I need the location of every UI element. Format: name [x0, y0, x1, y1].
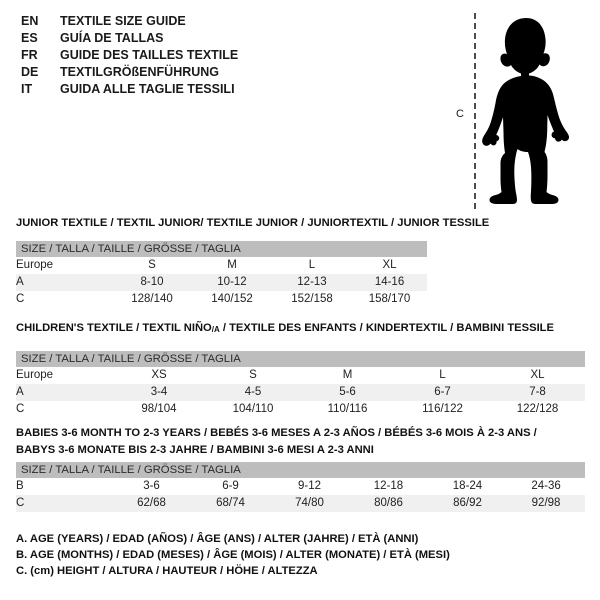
- height-measure-figure: C: [450, 8, 595, 213]
- toddler-silhouette-icon: [482, 18, 570, 204]
- legend-line-a: A. AGE (YEARS) / EDAD (AÑOS) / ÂGE (ANS)…: [16, 533, 419, 545]
- cell-value: 3-4: [112, 384, 206, 401]
- section-title-junior: JUNIOR TEXTILE / TEXTIL JUNIOR/ TEXTILE …: [16, 217, 490, 229]
- cell-value: 5-6: [300, 384, 395, 401]
- cell-value: XS: [151, 369, 167, 381]
- table-row: Europe XS S M L XL: [16, 367, 585, 384]
- cell-value: 12-18: [373, 480, 404, 492]
- cell-value: 80/86: [349, 495, 428, 512]
- language-code-fr: FR: [21, 47, 38, 62]
- language-code-es: ES: [21, 30, 38, 45]
- row-label: Europe: [16, 369, 54, 381]
- cell-value: 128/140: [131, 293, 173, 305]
- junior-size-table: SIZE / TALLA / TAILLE / GRÖSSE / TAGLIA …: [16, 241, 428, 308]
- cell-value: 8-10: [112, 274, 192, 291]
- cell-value: 98/104: [141, 403, 177, 415]
- table-row: B 3-6 6-9 9-12 12-18 18-24 24-36: [16, 478, 585, 495]
- cell-value: 86/92: [428, 495, 507, 512]
- cell-value: 6-7: [395, 384, 490, 401]
- table-row: A 8-10 10-12 12-13 14-16: [16, 274, 428, 291]
- cell-value: 24-36: [531, 480, 561, 492]
- language-code-it: IT: [21, 81, 33, 96]
- cell-value: 18-24: [452, 480, 483, 492]
- junior-head-label: SIZE / TALLA / TAILLE / GRÖSSE / TAGLIA: [16, 241, 428, 257]
- language-row-it: IT GUIDA ALLE TAGLIE TESSILI: [21, 80, 421, 97]
- row-label: C: [16, 403, 25, 415]
- table-row: A 3-4 4-5 5-6 6-7 7-8: [16, 384, 586, 401]
- legend-block: A. AGE (YEARS) / EDAD (AÑOS) / ÂGE (ANS)…: [16, 531, 450, 579]
- cell-value: 9-12: [297, 480, 322, 492]
- row-label: C: [16, 495, 112, 512]
- language-title-de: TEXTILGRÖßENFÜHRUNG: [60, 64, 220, 79]
- table-row: Europe S M L XL: [16, 257, 427, 274]
- language-title-fr: GUIDE DES TAILLES TEXTILE: [60, 47, 239, 62]
- language-row-fr: FR GUIDE DES TAILLES TEXTILE: [21, 46, 421, 63]
- cell-value: 68/74: [191, 495, 270, 512]
- table-head-row: SIZE / TALLA / TAILLE / GRÖSSE / TAGLIA: [16, 462, 586, 478]
- cell-value: 152/158: [291, 293, 333, 305]
- children-title-sub: /A: [211, 325, 220, 334]
- cell-value: M: [342, 369, 353, 381]
- babies-size-table: SIZE / TALLA / TAILLE / GRÖSSE / TAGLIA …: [16, 462, 586, 512]
- row-label: A: [16, 274, 112, 291]
- language-row-de: DE TEXTILGRÖßENFÜHRUNG: [21, 63, 421, 80]
- table-row: C 128/140 140/152 152/158 158/170: [16, 291, 427, 308]
- row-label: C: [16, 293, 25, 305]
- cell-value: 62/68: [112, 495, 191, 512]
- cell-value: 10-12: [192, 274, 272, 291]
- language-row-en: EN TEXTILE SIZE GUIDE: [21, 12, 421, 29]
- children-size-table: SIZE / TALLA / TAILLE / GRÖSSE / TAGLIA …: [16, 351, 586, 418]
- table-head-row: SIZE / TALLA / TAILLE / GRÖSSE / TAGLIA: [16, 351, 586, 367]
- language-title-it: GUIDA ALLE TAGLIE TESSILI: [60, 81, 235, 96]
- section-title-babies-line2: BABYS 3-6 MONATE BIS 2-3 JAHRE / BAMBINI…: [16, 444, 374, 456]
- cell-value: L: [308, 259, 316, 271]
- row-label: B: [16, 480, 24, 492]
- language-title-es: GUÍA DE TALLAS: [60, 30, 164, 45]
- cell-value: M: [227, 259, 237, 271]
- legend-line-b: B. AGE (MONTHS) / EDAD (MESES) / ÂGE (MO…: [16, 549, 450, 561]
- cell-value: 3-6: [143, 480, 160, 492]
- cell-value: 6-9: [222, 480, 239, 492]
- cell-value: 158/170: [368, 293, 411, 305]
- cell-value: 104/110: [232, 403, 274, 415]
- language-title-en: TEXTILE SIZE GUIDE: [60, 13, 186, 28]
- cell-value: XL: [382, 259, 397, 271]
- row-label: A: [16, 384, 112, 401]
- cell-value: 7-8: [490, 384, 586, 401]
- cell-value: S: [249, 369, 257, 381]
- cell-value: 140/152: [211, 293, 253, 305]
- cell-value: 122/128: [516, 403, 559, 415]
- cell-value: 110/116: [327, 403, 368, 415]
- language-row-es: ES GUÍA DE TALLAS: [21, 29, 421, 46]
- cell-value: L: [439, 369, 446, 381]
- language-header: EN TEXTILE SIZE GUIDE ES GUÍA DE TALLAS …: [21, 12, 421, 97]
- children-title-pre: CHILDREN'S TEXTILE / TEXTIL NIÑO: [16, 322, 212, 334]
- table-row: C 98/104 104/110 110/116 116/122 122/128: [16, 401, 585, 418]
- legend-line-c: C. (cm) HEIGHT / ALTURA / HAUTEUR / HÖHE…: [16, 565, 318, 577]
- children-head-label: SIZE / TALLA / TAILLE / GRÖSSE / TAGLIA: [16, 351, 586, 367]
- children-title-post: / TEXTILE DES ENFANTS / KINDERTEXTIL / B…: [219, 322, 554, 334]
- height-measure-label: C: [456, 108, 464, 120]
- language-code-en: EN: [21, 13, 39, 28]
- section-title-children: CHILDREN'S TEXTILE / TEXTIL NIÑO/A / TEX…: [16, 322, 554, 334]
- cell-value: XL: [530, 369, 545, 381]
- cell-value: 14-16: [352, 274, 428, 291]
- cell-value: 92/98: [507, 495, 586, 512]
- section-title-babies-line1: BABIES 3-6 MONTH TO 2-3 YEARS / BEBÉS 3-…: [16, 427, 537, 439]
- row-label: Europe: [16, 259, 54, 271]
- cell-value: 116/122: [422, 403, 463, 415]
- height-dashed-line: [474, 13, 476, 209]
- language-code-de: DE: [21, 64, 39, 79]
- table-row: C 62/68 68/74 74/80 80/86 86/92 92/98: [16, 495, 586, 512]
- babies-head-label: SIZE / TALLA / TAILLE / GRÖSSE / TAGLIA: [16, 462, 586, 478]
- cell-value: 12-13: [272, 274, 352, 291]
- cell-value: 4-5: [206, 384, 300, 401]
- cell-value: 74/80: [270, 495, 349, 512]
- cell-value: S: [148, 259, 156, 271]
- table-head-row: SIZE / TALLA / TAILLE / GRÖSSE / TAGLIA: [16, 241, 428, 257]
